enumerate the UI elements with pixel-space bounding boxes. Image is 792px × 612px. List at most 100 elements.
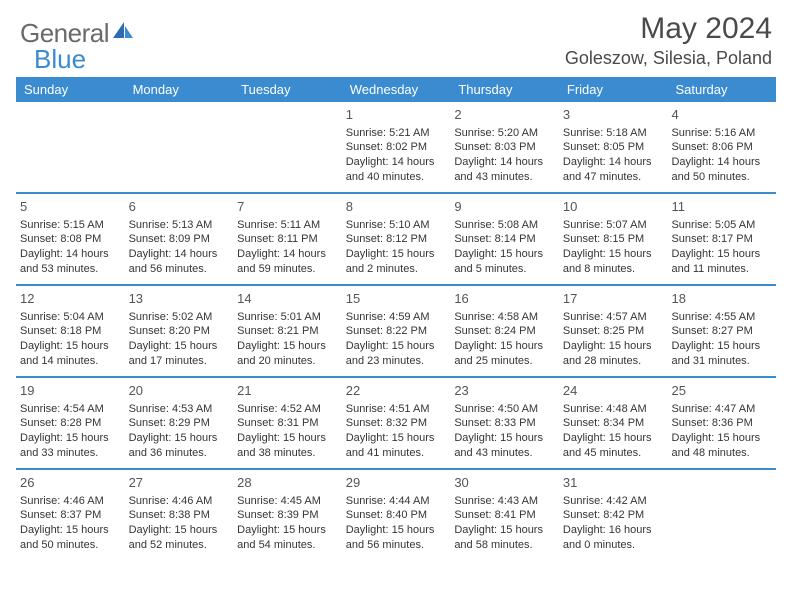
daylight-text: Daylight: 15 hours and 5 minutes. <box>454 247 555 277</box>
sunrise-text: Sunrise: 4:54 AM <box>20 402 121 417</box>
dow-thu: Thursday <box>450 77 559 102</box>
day-cell: 4Sunrise: 5:16 AMSunset: 8:06 PMDaylight… <box>667 102 776 192</box>
daylight-text: Daylight: 14 hours and 43 minutes. <box>454 155 555 185</box>
sunset-text: Sunset: 8:34 PM <box>563 416 664 431</box>
sunset-text: Sunset: 8:39 PM <box>237 508 338 523</box>
daylight-text: Daylight: 15 hours and 58 minutes. <box>454 523 555 553</box>
sunrise-text: Sunrise: 4:58 AM <box>454 310 555 325</box>
empty-cell <box>16 102 125 192</box>
day-number: 3 <box>563 106 664 124</box>
day-cell: 1Sunrise: 5:21 AMSunset: 8:02 PMDaylight… <box>342 102 451 192</box>
sunrise-text: Sunrise: 4:43 AM <box>454 494 555 509</box>
day-cell: 16Sunrise: 4:58 AMSunset: 8:24 PMDayligh… <box>450 286 559 376</box>
day-number: 12 <box>20 290 121 308</box>
day-number: 21 <box>237 382 338 400</box>
day-cell: 24 Sunrise: 4:48 AMSunset: 8:34 PMDayligh… <box>559 378 668 468</box>
sunset-text: Sunset: 8:31 PM <box>237 416 338 431</box>
day-number: 18 <box>671 290 772 308</box>
sunrise-text: Sunrise: 5:16 AM <box>671 126 772 141</box>
day-number: 16 <box>454 290 555 308</box>
sunset-text: Sunset: 8:33 PM <box>454 416 555 431</box>
day-cell: 5Sunrise: 5:15 AMSunset: 8:08 PMDaylight… <box>16 194 125 284</box>
sunrise-text: Sunrise: 4:53 AM <box>129 402 230 417</box>
day-number: 24 <box>563 382 664 400</box>
day-number: 29 <box>346 474 447 492</box>
sunset-text: Sunset: 8:27 PM <box>671 324 772 339</box>
sunrise-text: Sunrise: 4:46 AM <box>20 494 121 509</box>
sunrise-text: Sunrise: 4:46 AM <box>129 494 230 509</box>
sunrise-text: Sunrise: 4:45 AM <box>237 494 338 509</box>
sunrise-text: Sunrise: 4:44 AM <box>346 494 447 509</box>
title-block: May 2024 Goleszow, Silesia, Poland <box>565 12 772 69</box>
day-cell: 23Sunrise: 4:50 AMSunset: 8:33 PMDayligh… <box>450 378 559 468</box>
day-cell: 27Sunrise: 4:46 AMSunset: 8:38 PMDayligh… <box>125 470 234 560</box>
sail-icon <box>111 20 135 45</box>
day-cell: 26Sunrise: 4:46 AMSunset: 8:37 PMDayligh… <box>16 470 125 560</box>
day-number: 11 <box>671 198 772 216</box>
sunset-text: Sunset: 8:15 PM <box>563 232 664 247</box>
day-cell: 15Sunrise: 4:59 AMSunset: 8:22 PMDayligh… <box>342 286 451 376</box>
sunrise-text: Sunrise: 4:59 AM <box>346 310 447 325</box>
sunset-text: Sunset: 8:06 PM <box>671 140 772 155</box>
week-row: 12Sunrise: 5:04 AMSunset: 8:18 PMDayligh… <box>16 286 776 378</box>
daylight-text: Daylight: 15 hours and 38 minutes. <box>237 431 338 461</box>
day-number: 25 <box>671 382 772 400</box>
dow-sat: Saturday <box>667 77 776 102</box>
daylight-text: Daylight: 15 hours and 23 minutes. <box>346 339 447 369</box>
sunrise-text: Sunrise: 5:13 AM <box>129 218 230 233</box>
day-number: 28 <box>237 474 338 492</box>
daylight-text: Daylight: 14 hours and 59 minutes. <box>237 247 338 277</box>
sunset-text: Sunset: 8:40 PM <box>346 508 447 523</box>
daylight-text: Daylight: 15 hours and 11 minutes. <box>671 247 772 277</box>
sunset-text: Sunset: 8:28 PM <box>20 416 121 431</box>
sunset-text: Sunset: 8:38 PM <box>129 508 230 523</box>
day-number: 6 <box>129 198 230 216</box>
daylight-text: Daylight: 15 hours and 20 minutes. <box>237 339 338 369</box>
sunset-text: Sunset: 8:18 PM <box>20 324 121 339</box>
day-number: 13 <box>129 290 230 308</box>
day-cell: 17Sunrise: 4:57 AMSunset: 8:25 PMDayligh… <box>559 286 668 376</box>
daylight-text: Daylight: 15 hours and 8 minutes. <box>563 247 664 277</box>
empty-cell <box>233 102 342 192</box>
sunset-text: Sunset: 8:21 PM <box>237 324 338 339</box>
day-number: 10 <box>563 198 664 216</box>
day-number: 1 <box>346 106 447 124</box>
day-number: 7 <box>237 198 338 216</box>
daylight-text: Daylight: 14 hours and 53 minutes. <box>20 247 121 277</box>
week-row: 26Sunrise: 4:46 AMSunset: 8:37 PMDayligh… <box>16 470 776 560</box>
day-number: 4 <box>671 106 772 124</box>
day-cell: 13Sunrise: 5:02 AMSunset: 8:20 PMDayligh… <box>125 286 234 376</box>
daylight-text: Daylight: 14 hours and 47 minutes. <box>563 155 664 185</box>
daylight-text: Daylight: 15 hours and 31 minutes. <box>671 339 772 369</box>
day-cell: 29Sunrise: 4:44 AMSunset: 8:40 PMDayligh… <box>342 470 451 560</box>
day-cell: 31Sunrise: 4:42 AMSunset: 8:42 PMDayligh… <box>559 470 668 560</box>
sunrise-text: Sunrise: 5:02 AM <box>129 310 230 325</box>
day-cell: 10Sunrise: 5:07 AMSunset: 8:15 PMDayligh… <box>559 194 668 284</box>
sunrise-text: Sunrise: 4:48 AM <box>563 402 664 417</box>
sunrise-text: Sunrise: 5:11 AM <box>237 218 338 233</box>
sunset-text: Sunset: 8:25 PM <box>563 324 664 339</box>
sunset-text: Sunset: 8:14 PM <box>454 232 555 247</box>
sunset-text: Sunset: 8:02 PM <box>346 140 447 155</box>
daylight-text: Daylight: 15 hours and 45 minutes. <box>563 431 664 461</box>
dow-header-row: Sunday Monday Tuesday Wednesday Thursday… <box>16 77 776 102</box>
sunset-text: Sunset: 8:37 PM <box>20 508 121 523</box>
daylight-text: Daylight: 15 hours and 14 minutes. <box>20 339 121 369</box>
day-number: 23 <box>454 382 555 400</box>
sunset-text: Sunset: 8:22 PM <box>346 324 447 339</box>
calendar-grid: Sunday Monday Tuesday Wednesday Thursday… <box>16 77 776 560</box>
daylight-text: Daylight: 15 hours and 48 minutes. <box>671 431 772 461</box>
day-number: 22 <box>346 382 447 400</box>
day-cell: 12Sunrise: 5:04 AMSunset: 8:18 PMDayligh… <box>16 286 125 376</box>
location: Goleszow, Silesia, Poland <box>565 48 772 69</box>
header: General May 2024 Goleszow, Silesia, Pola… <box>16 12 776 77</box>
sunset-text: Sunset: 8:09 PM <box>129 232 230 247</box>
day-number: 5 <box>20 198 121 216</box>
day-cell: 3Sunrise: 5:18 AMSunset: 8:05 PMDaylight… <box>559 102 668 192</box>
sunset-text: Sunset: 8:03 PM <box>454 140 555 155</box>
sunrise-text: Sunrise: 5:21 AM <box>346 126 447 141</box>
sunset-text: Sunset: 8:42 PM <box>563 508 664 523</box>
sunset-text: Sunset: 8:08 PM <box>20 232 121 247</box>
week-row: 5Sunrise: 5:15 AMSunset: 8:08 PMDaylight… <box>16 194 776 286</box>
sunset-text: Sunset: 8:24 PM <box>454 324 555 339</box>
